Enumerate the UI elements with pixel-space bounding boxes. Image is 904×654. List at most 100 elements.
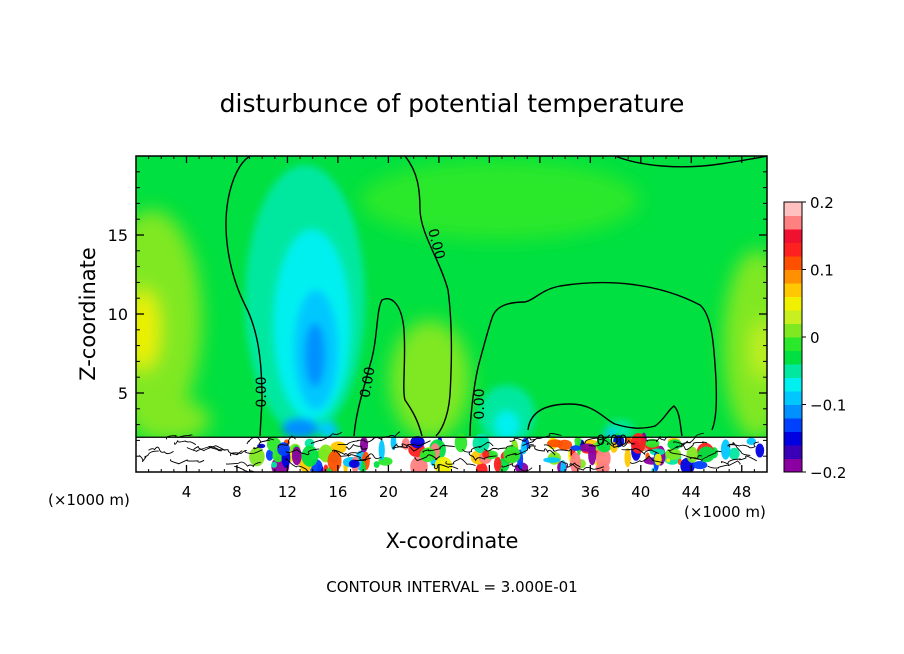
- cold-plume-core: [305, 323, 325, 387]
- contour-line-middle: [353, 298, 423, 437]
- x-tick-label: 12: [278, 483, 297, 501]
- warm-region-lower-left: [136, 398, 210, 442]
- boundary-layer-cell: [728, 447, 740, 460]
- boundary-layer-contour: [193, 445, 226, 452]
- x-axis-title: X-coordinate: [386, 529, 519, 553]
- boundary-layer-contour: [720, 455, 758, 465]
- boundary-layer-cell: [645, 438, 660, 448]
- y-axis-ticks: 5 10 15: [108, 171, 767, 457]
- boundary-layer-contour: [331, 449, 372, 461]
- boundary-layer-cell: [475, 462, 488, 472]
- boundary-layer-cell: [692, 460, 708, 470]
- boundary-layer-cell: [454, 433, 468, 453]
- boundary-layer-contour: [689, 450, 722, 462]
- contour-label: 0.00: [596, 433, 627, 449]
- boundary-layer-cell: [746, 437, 757, 445]
- colorbar-segment: [784, 418, 802, 432]
- colorbar-segment: [784, 215, 802, 230]
- colorbar-tick-label: 0: [810, 329, 820, 347]
- cold-pocket: [479, 385, 634, 445]
- contour-line-plume: [225, 156, 452, 437]
- boundary-layer-contour: [509, 437, 536, 442]
- boundary-layer-contour: [588, 439, 614, 447]
- colorbar-segment: [784, 202, 802, 216]
- boundary-layer-contour: [337, 438, 375, 446]
- boundary-layer-contour: [681, 441, 708, 451]
- boundary-layer-contour: [483, 445, 514, 452]
- boundary-layer-contour: [422, 444, 455, 453]
- zero-contours: [225, 156, 767, 437]
- boundary-layer-contour: [569, 463, 605, 471]
- boundary-layer-contour: [354, 453, 382, 462]
- boundary-layer-contour: [432, 463, 459, 470]
- boundary-layer-cell: [360, 460, 366, 472]
- boundary-layer-contour: [582, 434, 611, 444]
- boundary-layer-cell: [493, 456, 502, 472]
- boundary-layer: [136, 431, 767, 472]
- colorbar-segment: [784, 256, 802, 270]
- warm-region-left: [136, 210, 202, 430]
- colorbar-segment: [784, 364, 802, 378]
- colorbar-segment: [784, 229, 802, 243]
- x-tick-label: 36: [581, 483, 600, 501]
- boundary-layer-cell: [348, 459, 360, 468]
- colorbar-segment: [784, 242, 802, 257]
- colorbar-segment: [784, 310, 802, 324]
- boundary-layer-contour: [310, 431, 342, 444]
- boundary-layer-contour: [621, 448, 659, 456]
- colorbar-tick-label: 0.2: [810, 194, 834, 212]
- boundary-layer-contour: [543, 444, 572, 456]
- warm-region-middle: [390, 320, 470, 440]
- contour-label: 0.00: [472, 388, 488, 419]
- boundary-layer-contour: [667, 442, 691, 452]
- y-tick-label: 5: [118, 384, 128, 403]
- boundary-layer-cell: [755, 443, 765, 458]
- colorbar-segment: [784, 458, 802, 473]
- colorbar-tick-label: −0.1: [810, 397, 846, 415]
- contour-line-dome: [469, 281, 718, 437]
- plot-area: 0.00 0.00 0.00 0.00 0.00: [136, 156, 767, 472]
- boundary-layer-cell: [596, 436, 613, 453]
- boundary-layer-contour: [629, 455, 664, 464]
- boundary-layer-cell: [482, 450, 490, 459]
- x-tick-label: 28: [480, 483, 499, 501]
- cold-plume-base: [282, 418, 318, 438]
- colorbar-segment: [784, 323, 802, 338]
- x-tick-label: 4: [182, 483, 192, 501]
- boundary-layer-contour: [148, 446, 174, 455]
- boundary-layer-contour: [414, 454, 441, 461]
- boundary-layer-contour: [169, 459, 205, 465]
- colorbar-segment: [784, 391, 802, 405]
- boundary-layer-cell: [373, 461, 380, 469]
- colorbar-tick-label: 0.1: [810, 262, 834, 280]
- x-tick-label: 16: [328, 483, 347, 501]
- boundary-layer-contour: [173, 440, 197, 446]
- boundary-layer-contour: [371, 431, 401, 441]
- boundary-layer-contour: [186, 445, 222, 452]
- boundary-layer-cell: [472, 433, 490, 454]
- boundary-layer-cell: [301, 445, 319, 467]
- colorbar-segment: [784, 377, 802, 392]
- boundary-layer-contour: [208, 446, 243, 456]
- contour-labels: 0.00 0.00 0.00 0.00 0.00: [254, 227, 628, 449]
- y-tick-label: 10: [108, 305, 128, 324]
- colorbar-segment: [784, 283, 802, 297]
- chart-title: disturbunce of potential temperature: [220, 89, 685, 118]
- boundary-layer-contour: [462, 441, 494, 453]
- colorbar: [784, 202, 802, 473]
- boundary-layer-cell: [546, 439, 564, 448]
- boundary-layer-cell: [665, 448, 682, 461]
- boundary-layer-cell: [666, 458, 671, 463]
- contour-label: 0.00: [254, 376, 270, 407]
- contour-label: 0.00: [357, 366, 378, 399]
- y-tick-label: 15: [108, 226, 128, 245]
- boundary-layer-cell: [624, 448, 631, 468]
- cold-pocket-right-2: [604, 429, 616, 439]
- colorbar-segment: [784, 404, 802, 419]
- boundary-layer-cell: [271, 461, 278, 468]
- warm-region-right: [723, 250, 767, 440]
- boundary-layer-cell: [697, 446, 715, 463]
- x-tick-label: 44: [682, 483, 701, 501]
- x-tick-label: 48: [732, 483, 751, 501]
